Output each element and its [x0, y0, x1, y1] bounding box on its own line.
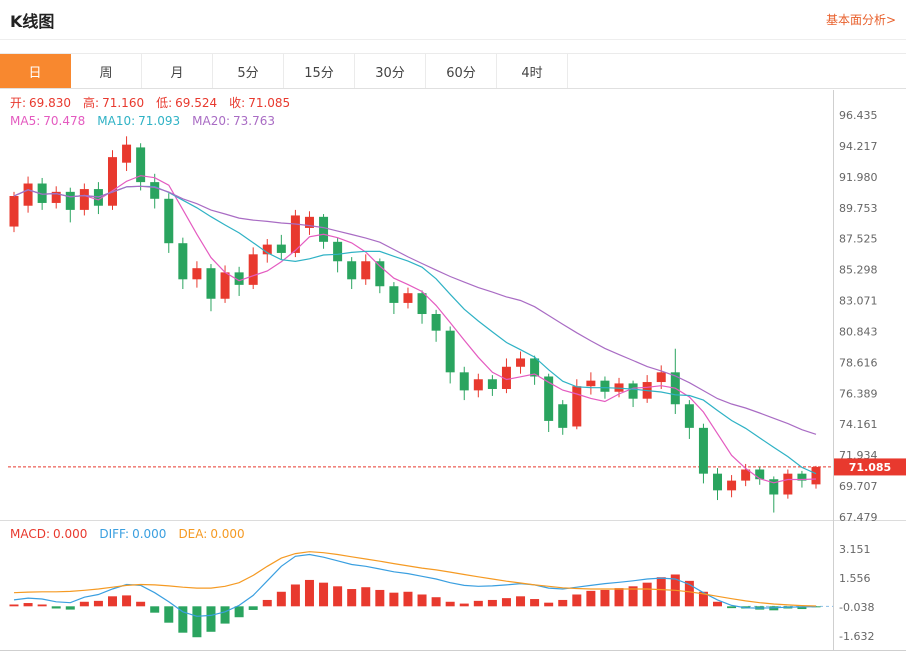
price-axis-label: 74.161 — [839, 418, 878, 431]
page-header: K线图 基本面分析> — [0, 0, 906, 40]
low-label: 低: — [156, 96, 173, 110]
price-axis-label: 96.435 — [839, 109, 878, 122]
close-item: 收: 71.085 — [229, 94, 290, 111]
dea-item: DEA: 0.000 — [178, 527, 244, 541]
tab-day[interactable]: 日 — [0, 54, 71, 88]
price-axis-label: 80.843 — [839, 325, 878, 338]
price-axis-label: 83.071 — [839, 295, 878, 308]
diff-item: DIFF: 0.000 — [99, 527, 166, 541]
tab-15min[interactable]: 15分 — [284, 54, 355, 88]
price-axis-label: 91.980 — [839, 171, 878, 184]
macd-label: MACD: — [10, 527, 51, 541]
diff-value: 0.000 — [132, 527, 167, 541]
ma20-label: MA20: — [192, 114, 230, 128]
ma5-value: 70.478 — [43, 114, 86, 128]
macd-axis-label: -0.038 — [839, 601, 874, 614]
tab-week[interactable]: 周 — [71, 54, 142, 88]
price-axis-label: 67.479 — [839, 511, 878, 524]
page-title: K线图 — [10, 11, 55, 31]
macd-axis-label: -1.632 — [839, 630, 874, 643]
tab-60min[interactable]: 60分 — [426, 54, 497, 88]
diff-label: DIFF: — [99, 527, 130, 541]
tab-4hour[interactable]: 4时 — [497, 54, 568, 88]
ma20-item: MA20: 73.763 — [192, 114, 275, 128]
dea-value: 0.000 — [210, 527, 245, 541]
tab-5min[interactable]: 5分 — [213, 54, 284, 88]
high-label: 高: — [83, 96, 100, 110]
price-axis-label: 76.389 — [839, 387, 878, 400]
fundamental-analysis-link[interactable]: 基本面分析> — [825, 13, 896, 27]
low-value: 69.524 — [175, 96, 218, 110]
dea-label: DEA: — [178, 527, 208, 541]
interval-tabbar: 日 周 月 5分 15分 30分 60分 4时 — [0, 53, 906, 89]
current-price-tag-value: 71.085 — [849, 461, 891, 474]
ma10-value: 71.093 — [138, 114, 181, 128]
ma5-item: MA5: 70.478 — [10, 114, 85, 128]
low-item: 低: 69.524 — [156, 94, 217, 111]
current-price-tag — [834, 458, 906, 476]
ohlc-legend: 开: 69.830 高: 71.160 低: 69.524 收: 71.085 — [10, 94, 290, 111]
high-item: 高: 71.160 — [83, 94, 144, 111]
tab-30min[interactable]: 30分 — [355, 54, 426, 88]
chart-canvas[interactable] — [0, 90, 832, 650]
ma-legend: MA5: 70.478 MA10: 71.093 MA20: 73.763 — [10, 114, 275, 128]
macd-legend: MACD: 0.000 DIFF: 0.000 DEA: 0.000 — [10, 527, 245, 541]
ma10-item: MA10: 71.093 — [97, 114, 180, 128]
ma20-value: 73.763 — [233, 114, 275, 128]
macd-axis-label: 1.556 — [839, 572, 871, 585]
open-item: 开: 69.830 — [10, 94, 71, 111]
ma10-label: MA10: — [97, 114, 136, 128]
tab-month[interactable]: 月 — [142, 54, 213, 88]
price-axis-label: 89.753 — [839, 202, 878, 215]
macd-item: MACD: 0.000 — [10, 527, 87, 541]
ma5-label: MA5: — [10, 114, 41, 128]
open-label: 开: — [10, 96, 27, 110]
price-axis-label: 78.616 — [839, 356, 878, 369]
macd-axis-label: 3.151 — [839, 543, 871, 556]
close-label: 收: — [229, 96, 246, 110]
price-axis-label: 94.217 — [839, 140, 878, 153]
price-axis-label: 69.707 — [839, 480, 878, 493]
price-axis-label: 71.934 — [839, 449, 878, 462]
price-axis-label: 85.298 — [839, 264, 878, 277]
macd-value: 0.000 — [53, 527, 88, 541]
open-value: 69.830 — [29, 96, 72, 110]
close-value: 71.085 — [248, 96, 291, 110]
high-value: 71.160 — [102, 96, 145, 110]
price-axis-label: 87.525 — [839, 233, 878, 246]
